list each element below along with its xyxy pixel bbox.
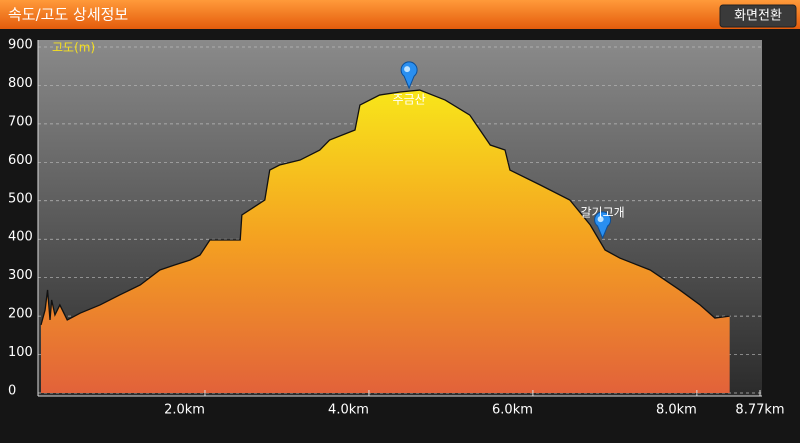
y-tick-label: 900 (8, 38, 33, 53)
elevation-area (41, 90, 730, 394)
y-tick-label: 600 (8, 153, 33, 168)
pin (400, 61, 418, 90)
x-tick-label: 4.0km (328, 403, 369, 418)
x-tick-label: 2.0km (164, 403, 205, 418)
x-tick-label: 8.77km (735, 403, 784, 418)
switch-button-label[interactable]: 화면전환 (734, 9, 782, 24)
x-tick-label: 8.0km (656, 403, 697, 418)
y-axis-label: 고도(m) (52, 41, 95, 55)
pin-label: 주금산 (393, 93, 426, 107)
switch-button[interactable] (719, 4, 797, 28)
y-tick-label: 300 (8, 268, 33, 283)
y-tick-label: 800 (8, 76, 33, 91)
y-tick-label: 200 (8, 307, 33, 322)
y-tick-label: 700 (8, 114, 33, 129)
pin-shine (404, 66, 411, 73)
header-bar (0, 0, 800, 29)
y-tick-label: 100 (8, 345, 33, 360)
y-tick-label: 0 (8, 384, 16, 399)
pin-shine (597, 216, 604, 223)
header-title: 속도/고도 상세정보 (8, 6, 128, 24)
pin-label: 갈기고개 (581, 206, 625, 220)
elevation-line (40, 89, 730, 326)
x-tick-label: 6.0km (492, 403, 533, 418)
y-tick-label: 500 (8, 191, 33, 206)
pin (594, 211, 612, 240)
y-tick-label: 400 (8, 230, 33, 245)
